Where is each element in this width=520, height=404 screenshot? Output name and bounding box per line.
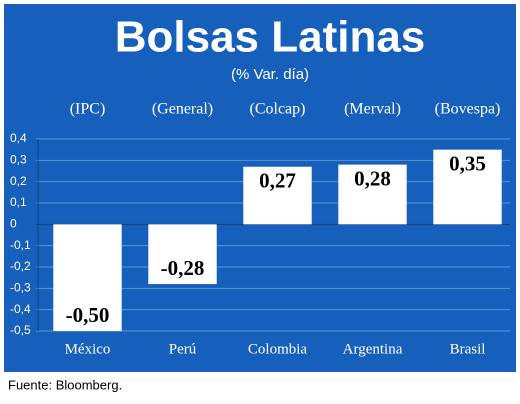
index-name: (General) — [152, 101, 213, 118]
bar — [433, 149, 502, 225]
value-label: -0,28 — [161, 256, 205, 280]
index-name: (IPC) — [70, 101, 106, 118]
value-label: 0,35 — [449, 151, 486, 175]
y-tick-label: 0,1 — [10, 195, 27, 209]
bar — [53, 224, 122, 331]
bar — [148, 224, 217, 285]
bar — [243, 166, 312, 225]
y-tick-label: -0,3 — [10, 281, 31, 295]
y-tick-label: 0,3 — [10, 153, 27, 167]
chart-subtitle: (% Var. día) — [231, 66, 309, 83]
x-tick-label: Brasil — [450, 341, 486, 357]
x-tick-label: Argentina — [343, 341, 403, 357]
y-tick-label: -0,2 — [10, 259, 31, 273]
index-name: (Bovespa) — [435, 101, 501, 118]
value-label: 0,27 — [259, 169, 296, 193]
value-label: 0,28 — [354, 166, 391, 190]
y-tick-label: -0,4 — [10, 302, 31, 316]
x-tick-label: Perú — [169, 341, 197, 357]
y-tick-label: 0,4 — [10, 131, 27, 145]
bar — [338, 164, 407, 225]
y-tick-label: 0,2 — [10, 174, 27, 188]
chart-title: Bolsas Latinas — [115, 13, 426, 62]
y-tick-label: -0,1 — [10, 238, 31, 252]
source: Fuente: Bloomberg. — [8, 377, 122, 392]
index-name: (Colcap) — [250, 101, 306, 118]
x-tick-label: Colombia — [248, 341, 308, 357]
value-label: -0,50 — [66, 303, 110, 327]
y-tick-label: 0 — [10, 217, 17, 231]
x-tick-label: México — [65, 341, 111, 357]
index-name: (Merval) — [344, 101, 401, 118]
y-tick-label: -0,5 — [10, 323, 31, 337]
